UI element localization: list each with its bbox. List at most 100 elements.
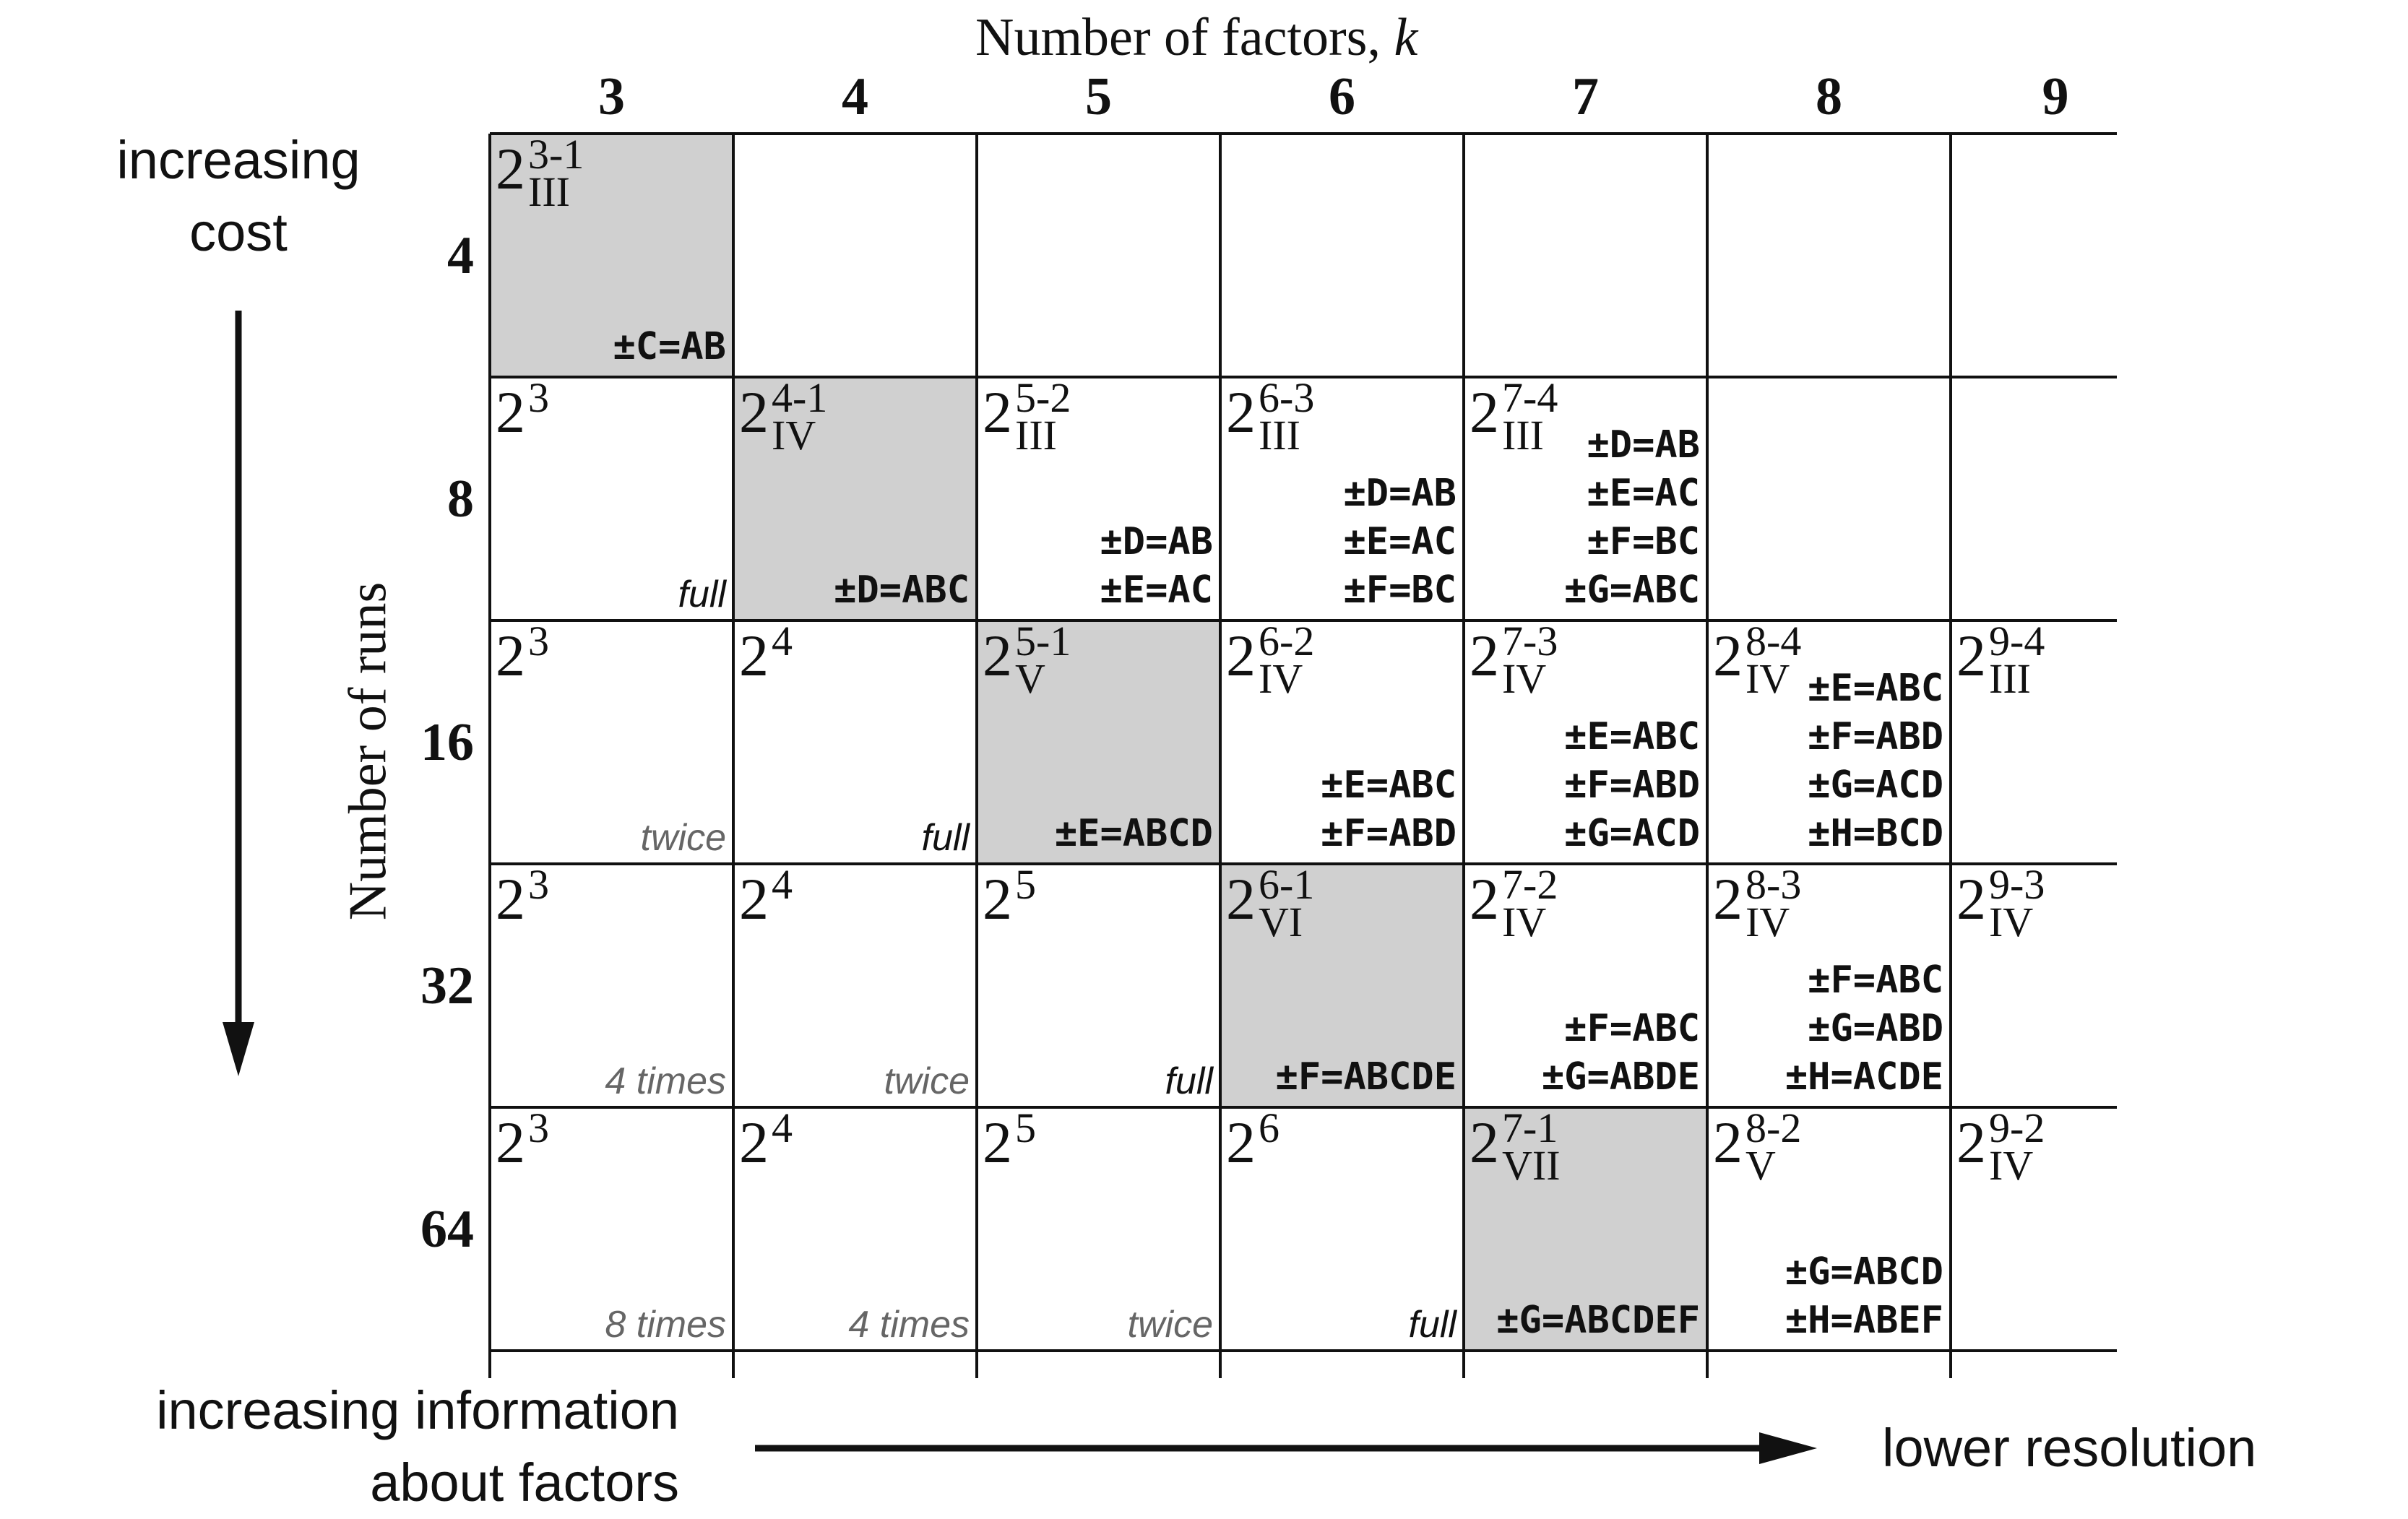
design-notation: 2 7-4 III — [1470, 377, 1558, 456]
generators: ±E=ABC ±F=ABD ±G=ACD ±H=BCD — [1808, 665, 1943, 858]
design-base: 2 — [496, 1109, 525, 1175]
row-label-32: 32 — [420, 956, 474, 1016]
generators: ±E=ABCD — [1055, 810, 1213, 858]
generator: ±F=ABCDE — [1275, 1055, 1457, 1099]
design-exponent: 9-2 — [1989, 1104, 2045, 1151]
design-base: 2 — [496, 866, 525, 932]
design-cell — [1220, 134, 1464, 377]
design-notation: 2 7-1 VII — [1470, 1107, 1561, 1187]
design-cell: 2 4 twice — [733, 864, 977, 1107]
generators: ±D=AB ±E=AC — [1100, 518, 1213, 615]
replication-note: 4 times — [605, 1060, 726, 1102]
design-exponent: 8-2 — [1745, 1104, 1802, 1151]
generators: ±C=AB — [613, 323, 726, 371]
design-base: 2 — [1713, 623, 1743, 688]
design-exponent: 8-3 — [1745, 861, 1802, 908]
design-exponent: 6 — [1259, 1104, 1279, 1151]
generator: ±F=ABD — [1321, 812, 1457, 855]
replication-note: full — [921, 817, 970, 859]
generator: ±F=ABD — [1564, 763, 1700, 807]
replication-note: twice — [640, 817, 726, 859]
design-resolution: V — [1745, 1142, 1776, 1189]
horizontal-gridline — [490, 1349, 2117, 1352]
design-exponent: 6-3 — [1259, 374, 1315, 421]
generator: ±E=AC — [1100, 568, 1213, 612]
design-notation: 2 9-2 IV — [1956, 1107, 2045, 1187]
design-base: 2 — [1226, 1109, 1256, 1175]
design-base: 2 — [1956, 1109, 1986, 1175]
generator: ±G=ABD — [1808, 1007, 1943, 1050]
design-base: 2 — [496, 136, 525, 202]
design-base: 2 — [1713, 1109, 1743, 1175]
design-base: 2 — [1226, 623, 1256, 688]
design-exponent: 4 — [772, 618, 793, 665]
design-cell: 2 9-3 IV — [1951, 864, 2095, 1107]
design-cell: 2 8-3 IV ±F=ABC ±G=ABD ±H=ACDE — [1707, 864, 1951, 1107]
lower-resolution-note: lower resolution — [1882, 1418, 2257, 1478]
column-label-9: 9 — [2042, 67, 2069, 126]
design-base: 2 — [739, 1109, 769, 1175]
design-cell — [733, 134, 977, 377]
design-base: 2 — [1956, 623, 1986, 688]
x-axis-title: Number of factors, k — [975, 7, 1417, 69]
generators: ±E=ABC ±F=ABD — [1321, 761, 1457, 858]
vertical-gridline — [1949, 134, 1952, 1378]
replication-note: full — [678, 574, 726, 615]
design-exponent: 3 — [528, 1104, 549, 1151]
generator: ±G=ACD — [1808, 763, 1943, 807]
generators: ±F=ABC ±G=ABDE — [1542, 1005, 1700, 1102]
replication-note: 4 times — [848, 1304, 970, 1346]
vertical-gridline — [1462, 134, 1465, 1378]
generator: ±E=ABC — [1321, 763, 1457, 807]
design-resolution: IV — [1989, 1142, 2034, 1189]
design-cell — [1707, 377, 1951, 620]
design-cell: 2 7-2 IV ±F=ABC ±G=ABDE — [1464, 864, 1707, 1107]
design-resolution: IV — [1259, 655, 1303, 702]
generator: ±D=ABC — [834, 568, 970, 612]
design-base: 2 — [1713, 866, 1743, 932]
design-exponent: 9-4 — [1989, 618, 2045, 665]
horizontal-gridline — [490, 619, 2117, 622]
design-resolution: IV — [1745, 655, 1790, 702]
design-base: 2 — [496, 623, 525, 688]
design-notation: 2 4-1 IV — [739, 377, 827, 456]
replication-note: full — [1165, 1060, 1213, 1102]
info-line1: increasing information — [156, 1380, 679, 1440]
generator: ±D=AB — [1343, 472, 1457, 515]
replication-note: twice — [884, 1060, 970, 1102]
row-label-16: 16 — [420, 712, 474, 772]
x-axis-title-text: Number of factors, — [975, 8, 1394, 67]
horizontal-gridline — [490, 132, 2117, 135]
design-base: 2 — [983, 866, 1012, 932]
design-notation: 2 6-3 III — [1226, 377, 1314, 456]
design-cell: 2 5 full — [977, 864, 1220, 1107]
generators: ±F=ABCDE — [1276, 1053, 1457, 1102]
design-cell: 2 7-1 VII ±G=ABCDEF — [1464, 1107, 1707, 1351]
design-cell: 2 6-2 IV ±E=ABC ±F=ABD — [1220, 620, 1464, 864]
design-exponent: 5 — [1015, 1104, 1036, 1151]
design-notation: 2 5-2 III — [983, 377, 1071, 456]
generator: ±G=ABCDEF — [1496, 1299, 1700, 1342]
column-label-6: 6 — [1329, 67, 1355, 126]
design-cell: 2 5-2 III ±D=AB ±E=AC — [977, 377, 1220, 620]
column-label-4: 4 — [842, 67, 868, 126]
design-resolution: III — [1015, 412, 1057, 459]
generators: ±G=ABCDEF — [1496, 1297, 1700, 1345]
design-notation: 2 8-4 IV — [1713, 620, 1801, 700]
design-cell: 2 3-1 III ±C=AB — [490, 134, 733, 377]
design-resolution: IV — [1502, 655, 1547, 702]
row-label-64: 64 — [420, 1199, 474, 1259]
generator: ±F=BC — [1587, 520, 1700, 563]
generator: ±E=ABC — [1808, 667, 1943, 710]
design-notation: 2 8-2 V — [1713, 1107, 1801, 1187]
generator: ±F=BC — [1343, 568, 1457, 612]
design-cell: 2 4 full — [733, 620, 977, 864]
design-exponent: 9-3 — [1989, 861, 2045, 908]
generators: ±F=ABC ±G=ABD ±H=ACDE — [1785, 956, 1943, 1102]
design-base: 2 — [1956, 866, 1986, 932]
cost-line2: cost — [189, 202, 288, 262]
